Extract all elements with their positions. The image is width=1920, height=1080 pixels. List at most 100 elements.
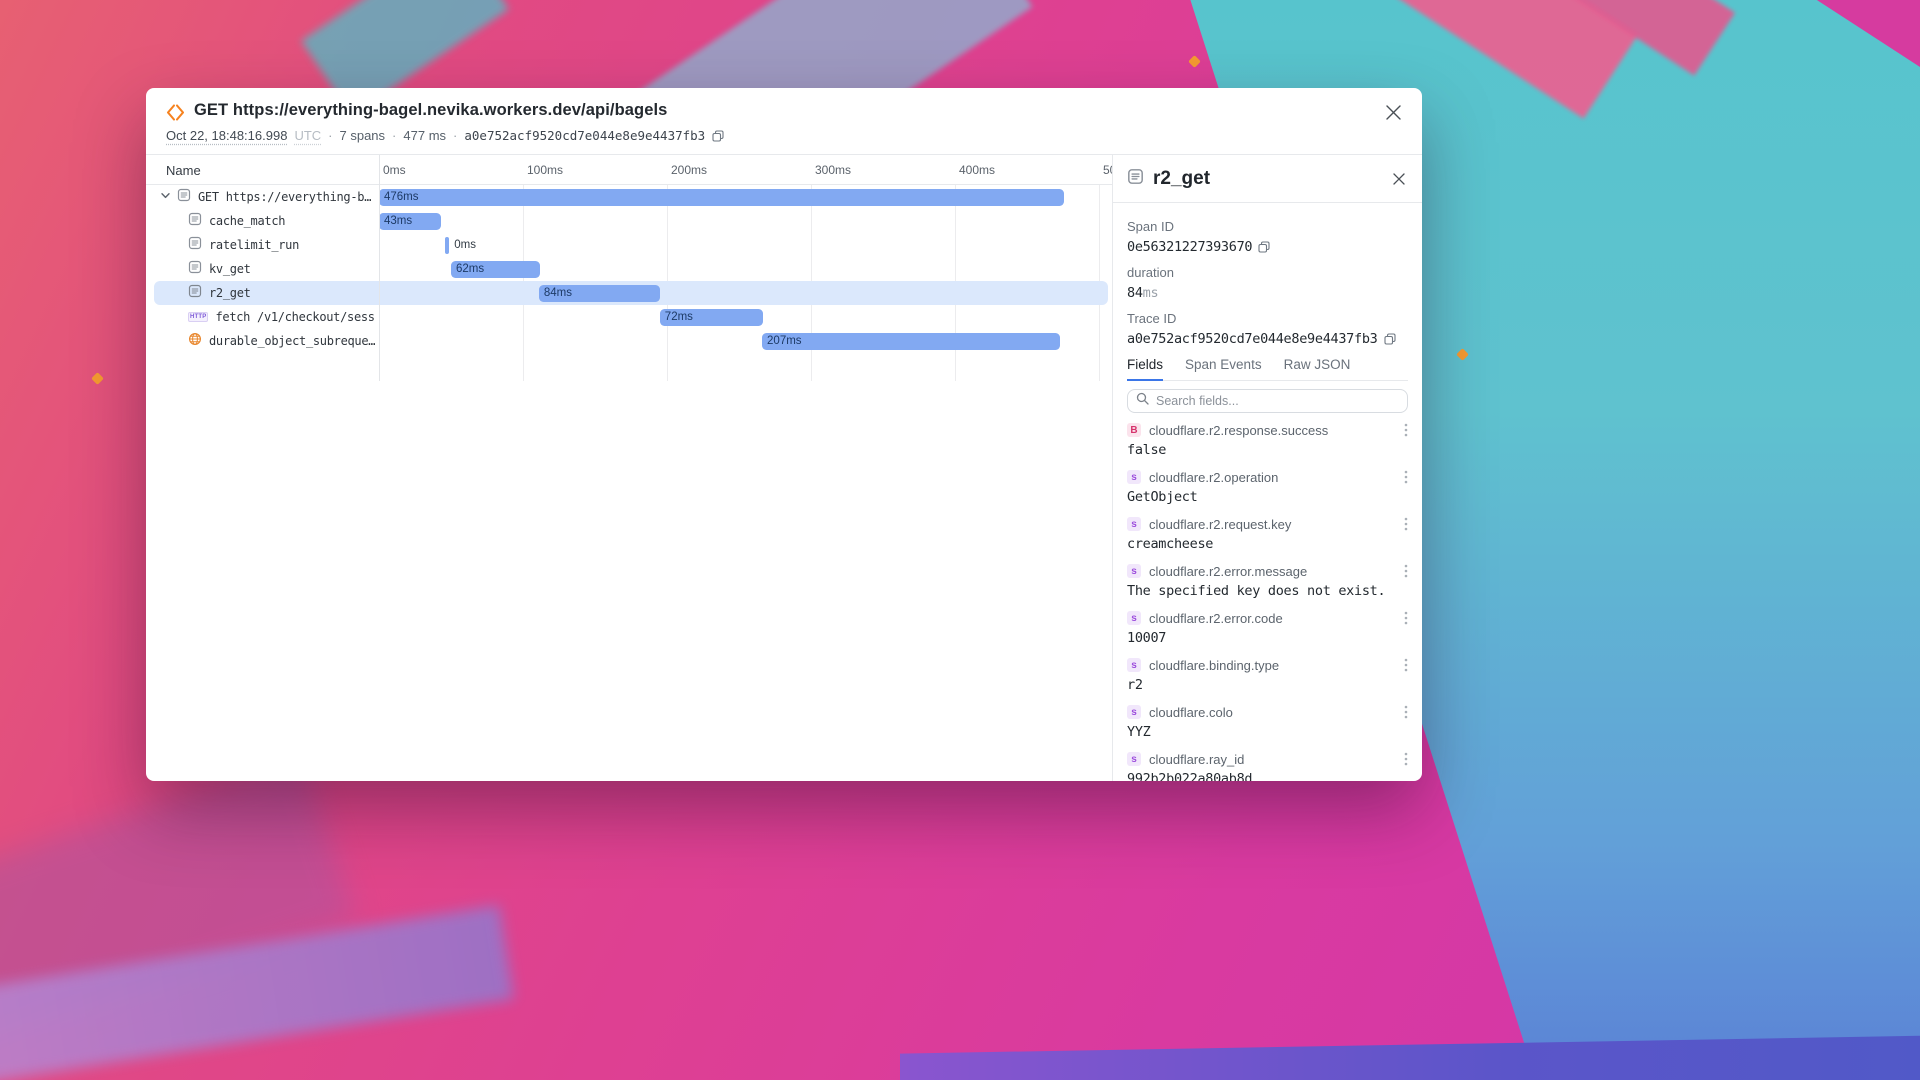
span-bar[interactable]: 43ms: [379, 212, 441, 230]
field-value: GetObject: [1127, 489, 1198, 505]
axis-tick: 400ms: [959, 163, 996, 177]
kebab-menu-icon[interactable]: [1404, 469, 1408, 485]
span-name: ratelimit_run: [209, 238, 300, 252]
span-name-cell: ratelimit_run: [146, 233, 379, 257]
kebab-menu-icon[interactable]: [1404, 516, 1408, 532]
span-bar[interactable]: 84ms: [538, 284, 660, 302]
span-name: durable_object_subreque…: [209, 334, 375, 348]
separator-dot: ·: [392, 128, 397, 143]
trace-id: a0e752acf9520cd7e044e8e9e4437fb3: [464, 128, 706, 143]
waterfall-header: Name 0ms 100ms 200ms 300ms 400ms 500ms: [146, 155, 1112, 185]
field-value: false: [1127, 442, 1167, 458]
trace-timezone: UTC: [294, 128, 322, 143]
span-bar[interactable]: 207ms: [762, 332, 1061, 350]
wallpaper-indigo-band: [900, 1034, 1920, 1080]
span-name: kv_get: [209, 262, 251, 276]
search-icon: [1136, 392, 1149, 410]
close-icon[interactable]: [1392, 172, 1406, 186]
field-key: cloudflare.colo: [1149, 704, 1233, 720]
type-badge-string: s: [1127, 752, 1141, 766]
copy-trace-id-icon[interactable]: [712, 129, 724, 142]
field-row: s cloudflare.ray_id 992b2b022a80ab8d: [1127, 750, 1408, 781]
span-id-label: Span ID: [1127, 219, 1174, 234]
field-key: cloudflare.r2.error.code: [1149, 610, 1283, 626]
span-bar[interactable]: 476ms: [379, 188, 1065, 206]
document-icon: [188, 236, 202, 255]
span-duration-label: 84ms: [543, 286, 572, 299]
field-key: cloudflare.ray_id: [1149, 751, 1245, 767]
copy-trace-id-icon[interactable]: [1383, 333, 1396, 345]
trace-timestamp: Oct 22, 18:48:16.998: [166, 128, 288, 143]
duration-value: 84: [1127, 285, 1143, 301]
name-column-header: Name: [166, 163, 201, 178]
chevron-down-icon[interactable]: [160, 188, 171, 206]
span-detail-panel: r2_get Span ID 0e56321227393670 du: [1112, 155, 1422, 781]
span-duration-label: 43ms: [384, 214, 413, 227]
span-rows: GET https://everything-b… 476ms cache_ma…: [146, 185, 1112, 381]
span-name-cell: durable_object_subreque…: [146, 329, 379, 353]
span-bar[interactable]: 0ms: [445, 236, 476, 254]
span-name: r2_get: [209, 286, 251, 300]
span-metadata: Span ID 0e56321227393670 duration 84 ms: [1113, 203, 1422, 349]
span-row-fetch[interactable]: HTTP fetch /v1/checkout/sess… 72ms: [146, 305, 1112, 329]
field-row: B cloudflare.r2.response.success false: [1127, 421, 1408, 460]
kebab-menu-icon[interactable]: [1404, 422, 1408, 438]
document-icon: [188, 212, 202, 231]
document-icon: [188, 284, 202, 303]
span-name-cell: cache_match: [146, 209, 379, 233]
span-bar[interactable]: 72ms: [659, 308, 764, 326]
tab-raw-json[interactable]: Raw JSON: [1283, 357, 1351, 372]
kebab-menu-icon[interactable]: [1404, 657, 1408, 673]
span-row-ratelimit-run[interactable]: ratelimit_run 0ms: [146, 233, 1112, 257]
globe-icon: [188, 332, 202, 351]
span-row-root[interactable]: GET https://everything-b… 476ms: [146, 185, 1112, 209]
field-row: s cloudflare.colo YYZ: [1127, 703, 1408, 742]
separator-dot: ·: [328, 128, 333, 143]
search-input[interactable]: [1156, 394, 1386, 408]
kebab-menu-icon[interactable]: [1404, 563, 1408, 579]
tab-span-events[interactable]: Span Events: [1185, 357, 1262, 372]
field-row: s cloudflare.r2.operation GetObject: [1127, 468, 1408, 507]
copy-span-id-icon[interactable]: [1258, 241, 1270, 253]
axis-tick: 200ms: [671, 163, 708, 177]
span-row-durable-object[interactable]: durable_object_subreque… 207ms: [146, 329, 1112, 353]
field-value: r2: [1127, 677, 1143, 693]
selected-span-title: r2_get: [1153, 167, 1211, 189]
type-badge-boolean: B: [1127, 423, 1141, 437]
span-row-r2-get-selected[interactable]: r2_get 84ms: [146, 281, 1112, 305]
span-name-cell: HTTP fetch /v1/checkout/sess…: [146, 305, 379, 329]
field-value: 10007: [1127, 630, 1167, 646]
span-name-cell: r2_get: [146, 281, 379, 305]
span-duration-label: 476ms: [384, 190, 419, 203]
span-count: 7 spans: [339, 128, 386, 143]
field-value: The specified key does not exist.: [1127, 583, 1386, 599]
field-key: cloudflare.r2.operation: [1149, 469, 1279, 485]
trace-id-value: a0e752acf9520cd7e044e8e9e4437fb3: [1127, 331, 1378, 347]
field-row: s cloudflare.r2.request.key creamcheese: [1127, 515, 1408, 554]
field-row: s cloudflare.binding.type r2: [1127, 656, 1408, 695]
span-duration-label: 207ms: [767, 334, 802, 347]
close-icon[interactable]: [1385, 104, 1402, 121]
document-icon: [1127, 168, 1144, 190]
trace-detail-modal: GET https://everything-bagel.nevika.work…: [146, 88, 1422, 781]
span-bar[interactable]: 62ms: [451, 260, 541, 278]
duration-label: duration: [1127, 265, 1174, 280]
field-key: cloudflare.r2.error.message: [1149, 563, 1308, 579]
trace-meta-line: Oct 22, 18:48:16.998 UTC · 7 spans · 477…: [166, 128, 724, 143]
tab-fields[interactable]: Fields: [1127, 357, 1164, 381]
field-value: YYZ: [1127, 724, 1151, 740]
span-id-block: Span ID 0e56321227393670: [1127, 219, 1402, 257]
type-badge-string: s: [1127, 564, 1141, 578]
separator-dot: ·: [453, 128, 458, 143]
fields-list: B cloudflare.r2.response.success false s…: [1113, 413, 1422, 781]
kebab-menu-icon[interactable]: [1404, 704, 1408, 720]
trace-diamond-icon: [166, 103, 185, 127]
span-duration-label: 0ms: [454, 238, 476, 251]
kebab-menu-icon[interactable]: [1404, 751, 1408, 767]
span-row-cache-match[interactable]: cache_match 43ms: [146, 209, 1112, 233]
axis-tick: 100ms: [527, 163, 564, 177]
search-fields-box: [1127, 389, 1408, 413]
page-title: GET https://everything-bagel.nevika.work…: [194, 101, 668, 119]
span-row-kv-get[interactable]: kv_get 62ms: [146, 257, 1112, 281]
kebab-menu-icon[interactable]: [1404, 610, 1408, 626]
